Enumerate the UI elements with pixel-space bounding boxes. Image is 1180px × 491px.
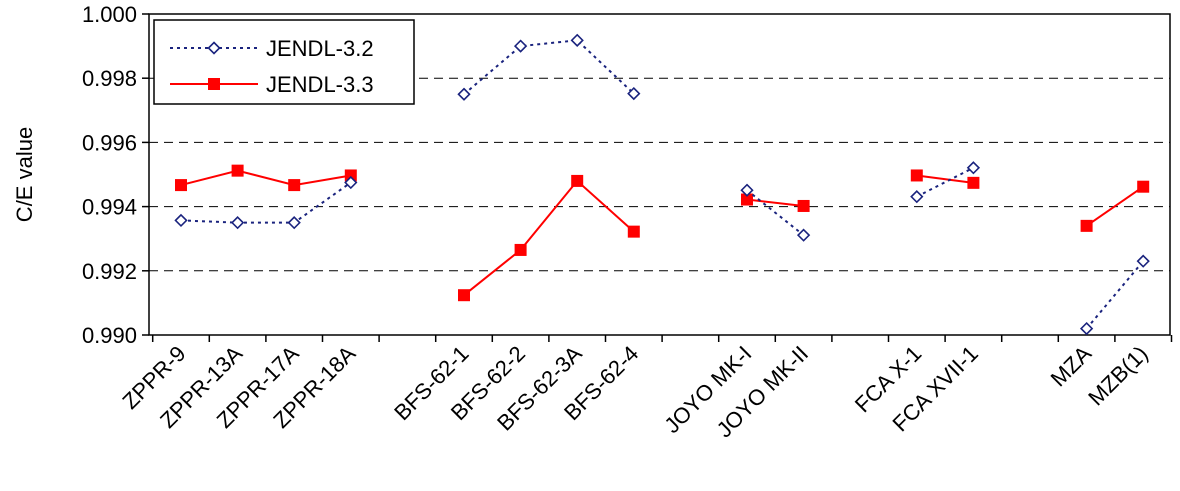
data-point <box>966 161 981 175</box>
series-line <box>180 169 351 187</box>
legend-box <box>153 19 415 105</box>
data-point <box>571 174 584 187</box>
data-point <box>457 87 471 101</box>
data-point <box>910 169 923 182</box>
series-line <box>746 198 804 207</box>
data-point <box>1136 254 1150 268</box>
data-point <box>513 39 528 53</box>
data-point <box>458 289 470 302</box>
legend-label: JENDL-3.2 <box>266 36 374 61</box>
y-tick-label: 0.990 <box>82 323 137 348</box>
legend-entry: JENDL-3.3 <box>170 72 374 97</box>
data-point <box>570 33 584 47</box>
data-point <box>175 179 187 192</box>
legend: JENDL-3.2 JENDL-3.3 <box>153 19 415 105</box>
series-line <box>1086 185 1144 227</box>
data-point <box>344 175 358 190</box>
data-point <box>174 213 188 228</box>
data-point <box>287 216 301 230</box>
data-point <box>1137 180 1150 193</box>
data-point <box>288 179 301 192</box>
data-point <box>740 183 754 197</box>
series-line <box>180 181 352 224</box>
series-jendl-3.3 <box>175 164 1150 302</box>
y-tick-label: 0.992 <box>82 259 137 284</box>
x-tick-label: MZB(1) <box>1083 341 1153 411</box>
data-point <box>1080 219 1093 232</box>
data-point <box>230 216 245 230</box>
data-point <box>967 176 980 189</box>
data-point <box>207 41 221 55</box>
data-point <box>796 228 811 242</box>
plot-area <box>148 13 1171 336</box>
data-point <box>208 78 220 90</box>
y-tick-label: 0.998 <box>82 66 137 91</box>
data-point <box>231 164 244 177</box>
series-line <box>463 39 635 96</box>
data-point <box>910 190 924 204</box>
data-point <box>627 86 641 101</box>
series-line <box>746 189 805 236</box>
grid-lines <box>149 77 1170 272</box>
y-tick-label: 0.994 <box>82 195 137 220</box>
y-tick-label: 0.996 <box>82 130 137 155</box>
legend-label: JENDL-3.3 <box>266 72 374 97</box>
series-line <box>1085 260 1144 330</box>
series-line <box>916 174 974 184</box>
x-tick-label: MZA <box>1046 341 1097 392</box>
series-jendl-3.2 <box>174 33 1150 336</box>
data-point <box>1079 321 1094 336</box>
y-tick-label: 1.000 <box>82 2 137 27</box>
y-axis: 0.990 0.992 0.994 0.996 0.998 1.000 <box>82 2 149 348</box>
data-point <box>797 199 810 212</box>
series-line <box>463 179 635 296</box>
data-point <box>627 225 640 238</box>
series <box>174 33 1150 336</box>
y-axis-title: C/E value <box>12 127 37 222</box>
legend-entry: JENDL-3.2 <box>170 36 374 61</box>
data-point <box>514 243 527 256</box>
